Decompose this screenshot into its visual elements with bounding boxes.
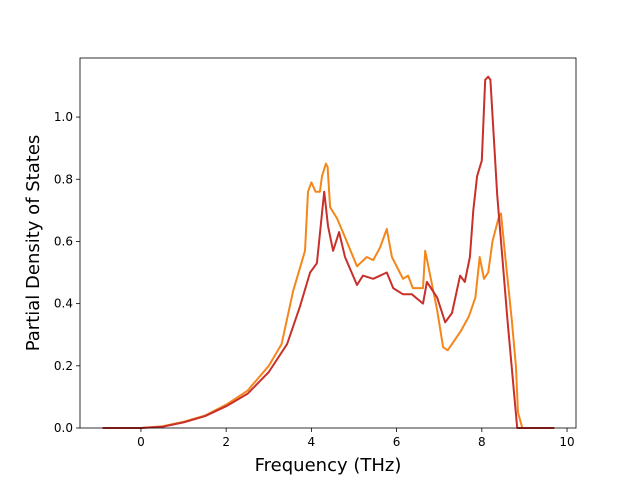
y-tick-label: 1.0 [54,110,73,124]
x-axis-ticks: 0 2 4 6 8 10 [137,428,575,449]
x-tick-label: 2 [222,435,230,449]
y-tick-label: 0.6 [54,234,73,248]
y-axis-ticks: 0.0 0.2 0.4 0.6 0.8 1.0 [54,110,80,435]
plot-lines [102,75,555,429]
x-tick-label: 6 [393,435,401,449]
y-axis-label: Partial Density of States [23,135,44,352]
x-axis-label: Frequency (THz) [255,455,402,476]
y-tick-label: 0.2 [54,359,73,373]
series-line-orange [102,162,555,429]
y-tick-label: 0.0 [54,421,73,435]
y-tick-label: 0.8 [54,172,73,186]
series-line-red [102,75,555,429]
x-tick-label: 10 [559,435,574,449]
x-tick-label: 8 [478,435,486,449]
axes-frame [79,57,577,429]
y-tick-label: 0.4 [54,297,73,311]
x-tick-label: 4 [308,435,316,449]
x-tick-label: 0 [137,435,145,449]
